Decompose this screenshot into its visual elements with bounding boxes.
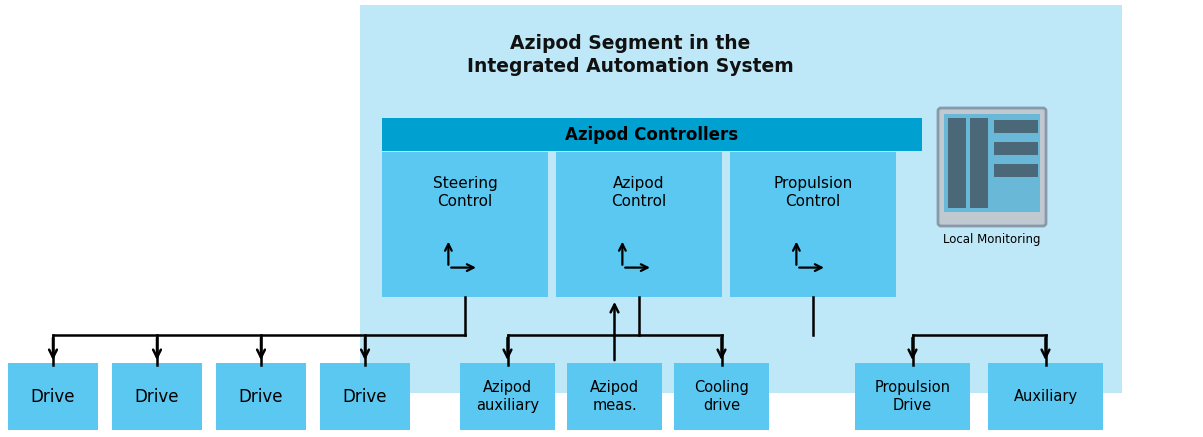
- Text: Azipod
Control: Azipod Control: [611, 177, 666, 209]
- Text: Steering
Control: Steering Control: [433, 177, 497, 209]
- Text: Azipod Segment in the
Integrated Automation System: Azipod Segment in the Integrated Automat…: [467, 34, 793, 76]
- Bar: [994, 120, 1038, 133]
- Bar: [948, 118, 966, 208]
- Text: Auxiliary: Auxiliary: [1013, 389, 1078, 404]
- Bar: [460, 363, 555, 430]
- Text: Cooling
drive: Cooling drive: [694, 380, 749, 413]
- Text: Azipod Controllers: Azipod Controllers: [565, 125, 739, 143]
- Text: Drive: Drive: [343, 388, 387, 406]
- Bar: [360, 5, 1122, 393]
- Bar: [383, 118, 921, 151]
- Bar: [855, 363, 970, 430]
- Bar: [567, 363, 662, 430]
- Text: Local Monitoring: Local Monitoring: [943, 233, 1041, 246]
- Bar: [383, 152, 549, 297]
- Bar: [674, 363, 769, 430]
- Bar: [994, 142, 1038, 155]
- Text: Drive: Drive: [31, 388, 76, 406]
- Bar: [944, 114, 1041, 212]
- Bar: [556, 152, 722, 297]
- FancyBboxPatch shape: [938, 108, 1045, 226]
- Text: Propulsion
Control: Propulsion Control: [774, 177, 853, 209]
- Bar: [730, 152, 896, 297]
- Bar: [112, 363, 202, 430]
- Text: Drive: Drive: [135, 388, 179, 406]
- Text: Propulsion
Drive: Propulsion Drive: [875, 380, 950, 413]
- Bar: [8, 363, 97, 430]
- Bar: [320, 363, 410, 430]
- Text: Drive: Drive: [238, 388, 283, 406]
- Bar: [994, 164, 1038, 177]
- Text: Azipod
meas.: Azipod meas.: [589, 380, 639, 413]
- Bar: [970, 118, 988, 208]
- Bar: [217, 363, 306, 430]
- Bar: [988, 363, 1103, 430]
- Text: Azipod
auxiliary: Azipod auxiliary: [476, 380, 539, 413]
